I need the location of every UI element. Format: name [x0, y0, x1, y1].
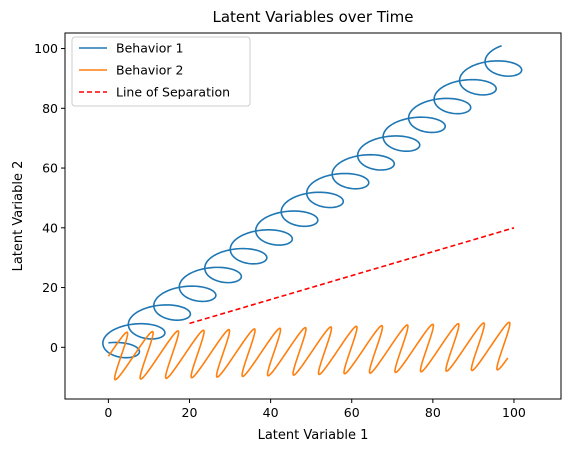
y-tick-label: 20: [42, 280, 58, 295]
x-tick-label: 100: [502, 405, 526, 420]
chart-title: Latent Variables over Time: [212, 8, 413, 26]
y-tick-label: 60: [42, 161, 58, 176]
legend-label-line-of-separation: Line of Separation: [116, 85, 230, 100]
x-axis-ticks: 0 20 40 60 80 100: [104, 399, 526, 420]
legend-label-behavior-1: Behavior 1: [116, 41, 183, 56]
x-tick-label: 20: [182, 405, 198, 420]
legend-box: [71, 36, 251, 107]
plot-frame: [64, 32, 562, 400]
series-line-behavior-1: [102, 44, 523, 359]
y-axis-label: Latent Variable 2: [11, 161, 26, 272]
legend-label-behavior-2: Behavior 2: [116, 63, 183, 78]
x-tick-label: 40: [263, 405, 279, 420]
series-line-line-of-separation: [189, 227, 515, 325]
y-axis-ticks: 0 20 40 60 80 100: [34, 41, 65, 355]
x-tick-label: 80: [425, 405, 441, 420]
y-tick-label: 100: [34, 41, 58, 56]
series-line-behavior-2: [107, 321, 511, 381]
x-tick-label: 60: [344, 405, 360, 420]
y-tick-label: 0: [50, 340, 58, 355]
x-tick-label: 0: [104, 405, 112, 420]
x-axis-label: Latent Variable 1: [258, 428, 369, 443]
y-tick-label: 40: [42, 220, 58, 235]
legend: Behavior 1 Behavior 2 Line of Separation: [71, 36, 251, 107]
series-layer: [102, 44, 523, 381]
y-tick-label: 80: [42, 101, 58, 116]
